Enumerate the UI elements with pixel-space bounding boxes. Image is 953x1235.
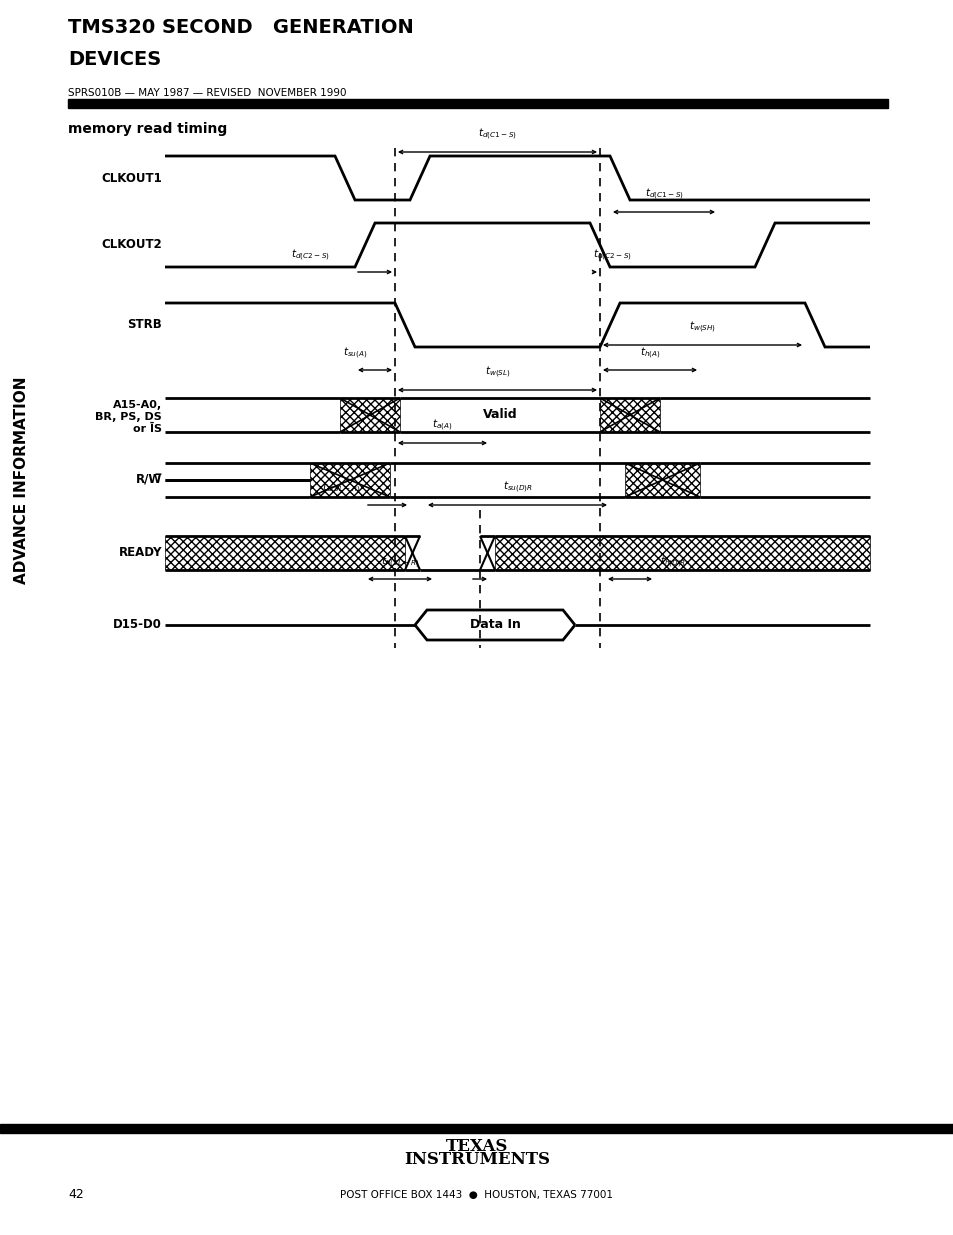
- Text: $t_{su(D)R}$: $t_{su(D)R}$: [502, 479, 532, 495]
- Text: READY: READY: [118, 547, 162, 559]
- Text: A15-A0,: A15-A0,: [112, 400, 162, 410]
- Text: BR, PS, DS: BR, PS, DS: [95, 412, 162, 422]
- Text: D15-D0: D15-D0: [113, 619, 162, 631]
- Text: $t_{d(SL-R)}$: $t_{d(SL-R)}$: [321, 480, 359, 496]
- Text: or ĪS: or ĪS: [132, 424, 162, 433]
- Text: $t_{h(A)}$: $t_{h(A)}$: [639, 346, 659, 361]
- Bar: [68, 99, 887, 107]
- Text: memory read timing: memory read timing: [68, 122, 227, 136]
- Text: SPRS010B — MAY 1987 — REVISED  NOVEMBER 1990: SPRS010B — MAY 1987 — REVISED NOVEMBER 1…: [68, 88, 346, 98]
- Text: $t_{d(C1-S)}$: $t_{d(C1-S)}$: [477, 127, 517, 142]
- Text: $t_{d(C2-S)}$: $t_{d(C2-S)}$: [593, 247, 631, 263]
- Text: Valid: Valid: [482, 409, 517, 421]
- Text: CLKOUT1: CLKOUT1: [101, 172, 162, 184]
- Text: $t_{su(A)}$: $t_{su(A)}$: [342, 346, 367, 361]
- Text: Data In: Data In: [469, 619, 520, 631]
- Text: POST OFFICE BOX 1443  ●  HOUSTON, TEXAS 77001: POST OFFICE BOX 1443 ● HOUSTON, TEXAS 77…: [340, 1191, 613, 1200]
- Text: $t_{d(C1-S)}$: $t_{d(C1-S)}$: [644, 186, 682, 203]
- Text: CLKOUT2: CLKOUT2: [101, 238, 162, 252]
- Text: $t_{d(C2-S)}$: $t_{d(C2-S)}$: [291, 247, 330, 263]
- Text: $t_{w(SL)}$: $t_{w(SL)}$: [484, 364, 510, 380]
- Text: STRB: STRB: [127, 319, 162, 331]
- Text: $t_{w(SH)}$: $t_{w(SH)}$: [688, 320, 716, 335]
- Text: TEXAS: TEXAS: [445, 1137, 508, 1155]
- Text: INSTRUMENTS: INSTRUMENTS: [403, 1151, 550, 1168]
- Text: 42: 42: [68, 1188, 84, 1202]
- Text: DEVICES: DEVICES: [68, 49, 161, 69]
- Text: $t_{h(SL-R)}$: $t_{h(SL-R)}$: [380, 555, 418, 571]
- Text: $t_{h(D)R}$: $t_{h(D)R}$: [659, 555, 685, 571]
- Text: ADVANCE INFORMATION: ADVANCE INFORMATION: [14, 377, 30, 584]
- Text: R/W̅: R/W̅: [135, 473, 162, 487]
- Text: TMS320 SECOND   GENERATION: TMS320 SECOND GENERATION: [68, 19, 414, 37]
- Text: $t_{a(A)}$: $t_{a(A)}$: [432, 417, 453, 433]
- Bar: [0, 1124, 953, 1132]
